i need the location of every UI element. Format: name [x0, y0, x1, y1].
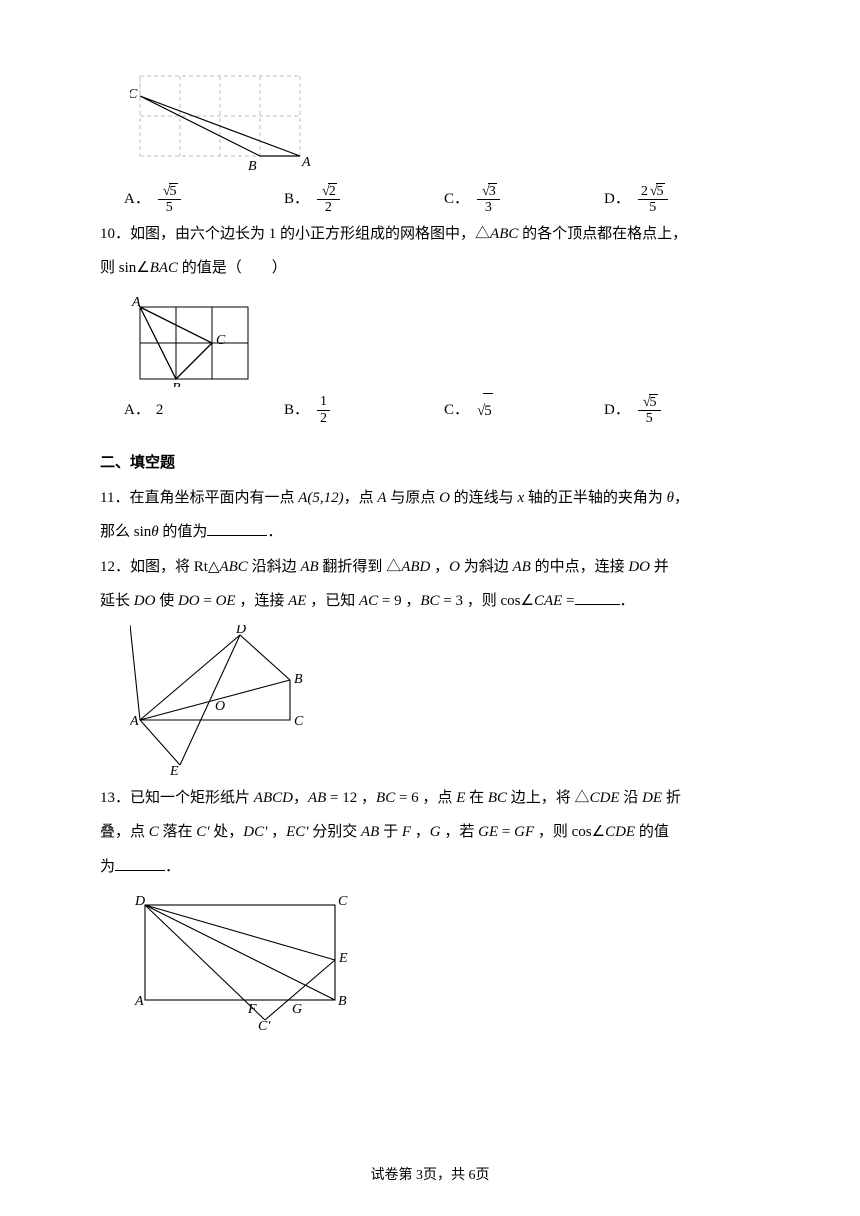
svg-text:D: D	[235, 625, 246, 637]
svg-text:C: C	[338, 894, 348, 909]
page-footer: 试卷第 3页，共 6页	[0, 1160, 860, 1192]
q9-option-b[interactable]: B．22	[284, 182, 444, 217]
svg-text:A: A	[134, 994, 144, 1009]
svg-text:A: A	[130, 714, 139, 729]
q9-option-c[interactable]: C．33	[444, 182, 604, 217]
q11-blank[interactable]	[207, 518, 267, 536]
svg-text:C': C'	[258, 1019, 271, 1030]
q10-option-c[interactable]: C．5	[444, 393, 604, 429]
svg-text:B: B	[338, 994, 347, 1009]
q12-diagram: A B C D E O	[130, 625, 770, 775]
svg-text:B: B	[294, 672, 303, 687]
q10-text: 10．如图，由六个边长为 1 的小正方形组成的网格图中，△ABC 的各个顶点都在…	[100, 217, 770, 286]
section-2-heading: 二、填空题	[100, 446, 770, 481]
q9-options: A．55 B．22 C．33 D．255	[124, 182, 770, 217]
svg-text:O: O	[215, 699, 225, 714]
svg-text:B: B	[248, 159, 257, 174]
q9-option-a[interactable]: A．55	[124, 182, 284, 217]
svg-text:E: E	[169, 764, 179, 775]
q10-option-a[interactable]: A．2	[124, 393, 284, 429]
q9-diagram: C B A	[130, 66, 770, 176]
svg-text:D: D	[134, 894, 145, 909]
q11-text: 11．在直角坐标平面内有一点 A(5,12)，点 A 与原点 O 的连线与 x …	[100, 481, 770, 550]
q13-text: 13．已知一个矩形纸片 ABCD，AB = 12 ，BC = 6 ，点 E 在 …	[100, 781, 770, 885]
svg-text:E: E	[338, 951, 348, 966]
svg-text:A: A	[131, 295, 141, 310]
svg-text:C: C	[130, 87, 138, 102]
q10-diagram: A C B	[130, 292, 770, 387]
svg-text:G: G	[292, 1002, 302, 1017]
svg-text:C: C	[216, 333, 226, 348]
q12-text: 12．如图，将 Rt△ABC 沿斜边 AB 翻折得到 △ABD ，O 为斜边 A…	[100, 550, 770, 619]
svg-text:C: C	[294, 714, 304, 729]
svg-text:A: A	[301, 155, 311, 170]
q13-blank[interactable]	[115, 853, 165, 871]
q10-option-b[interactable]: B．12	[284, 393, 444, 429]
q10-options: A．2 B．12 C．5 D．55	[124, 393, 770, 429]
svg-text:F: F	[247, 1002, 257, 1017]
q9-option-d[interactable]: D．255	[604, 182, 764, 217]
q13-diagram: D C A B E F G C'	[130, 890, 770, 1030]
q10-option-d[interactable]: D．55	[604, 393, 764, 429]
svg-text:B: B	[172, 381, 181, 387]
q12-blank[interactable]	[575, 587, 620, 605]
